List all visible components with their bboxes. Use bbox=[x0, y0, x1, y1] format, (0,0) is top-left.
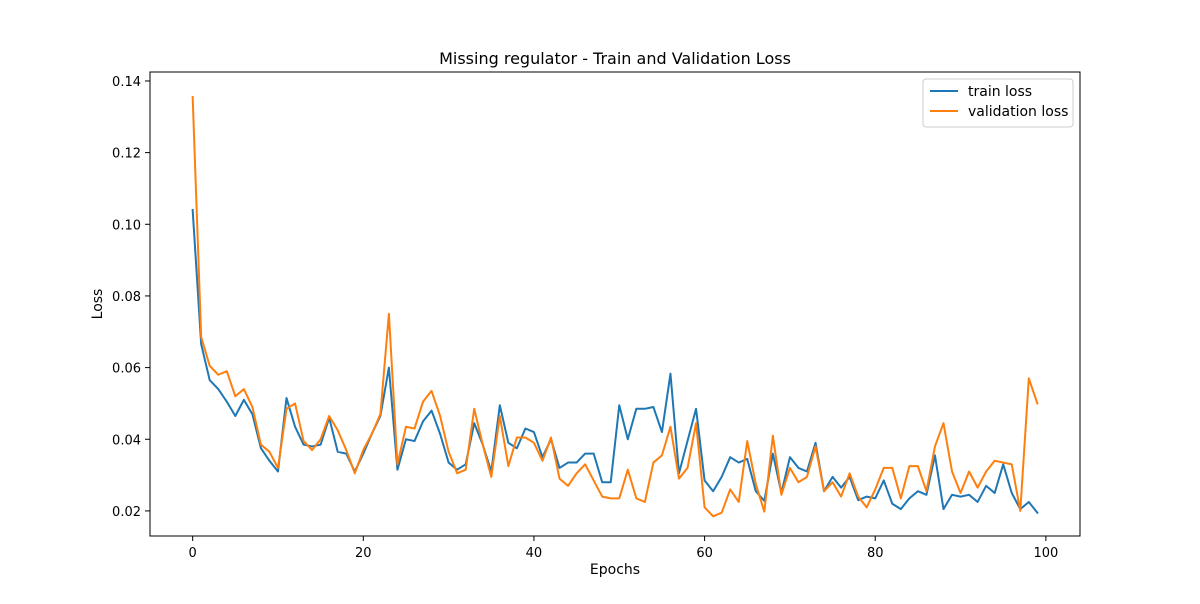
y-tick-label: 0.08 bbox=[112, 290, 141, 305]
plot-area bbox=[191, 96, 1039, 518]
series-line-validation-loss bbox=[191, 96, 1039, 518]
y-tick-label: 0.12 bbox=[112, 147, 141, 162]
x-axis-label: Epochs bbox=[590, 562, 640, 578]
y-axis: 0.02 0.04 0.06 0.08 0.10 0.12 0.14 bbox=[112, 75, 150, 520]
legend-label-validation-loss: validation loss bbox=[968, 104, 1068, 120]
x-tick-label: 20 bbox=[355, 546, 372, 561]
axes-frame bbox=[149, 71, 1081, 537]
x-tick-label: 60 bbox=[696, 546, 713, 561]
y-tick-label: 0.10 bbox=[112, 218, 141, 233]
legend-label-train-loss: train loss bbox=[968, 84, 1032, 100]
x-tick-label: 80 bbox=[867, 546, 884, 561]
y-axis-label: Loss bbox=[90, 289, 106, 320]
y-tick-label: 0.04 bbox=[112, 433, 141, 448]
chart-title: Missing regulator - Train and Validation… bbox=[439, 49, 791, 68]
series-line-train-loss bbox=[191, 208, 1039, 515]
y-tick-label: 0.06 bbox=[112, 362, 141, 377]
y-tick-label: 0.14 bbox=[112, 75, 141, 90]
legend-box bbox=[922, 78, 1074, 128]
x-tick-label: 0 bbox=[189, 546, 197, 561]
y-tick-label: 0.02 bbox=[112, 505, 141, 520]
x-tick-label: 100 bbox=[1033, 546, 1058, 561]
x-tick-label: 40 bbox=[526, 546, 543, 561]
x-axis: 0 20 40 60 80 100 bbox=[189, 536, 1058, 561]
legend: train loss validation loss bbox=[922, 78, 1074, 128]
